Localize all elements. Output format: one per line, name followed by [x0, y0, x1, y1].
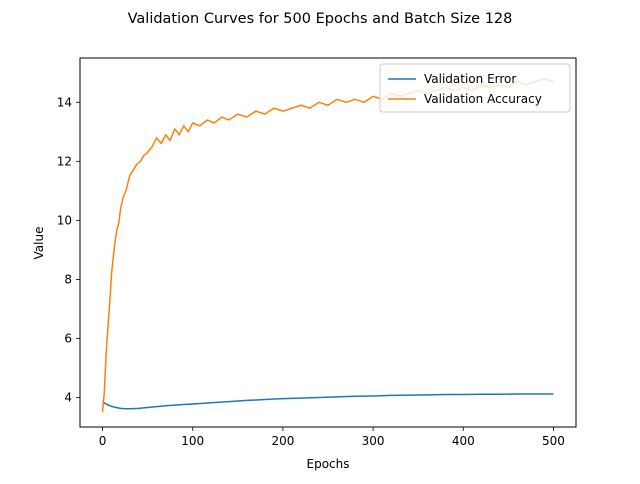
- axes-frame: [79, 57, 577, 428]
- x-tick-label: 500: [542, 434, 565, 448]
- x-axis-label: Epochs: [307, 457, 350, 471]
- y-tick-label: 12: [57, 154, 72, 168]
- legend: Validation Error Validation Accuracy: [379, 63, 571, 113]
- legend-label-1: Validation Error: [424, 72, 516, 86]
- y-tick-label: 8: [64, 272, 72, 286]
- x-tick-label: 200: [271, 434, 294, 448]
- x-tick-label: 300: [362, 434, 385, 448]
- plot-area: [101, 77, 554, 413]
- y-tick-label: 6: [64, 331, 72, 345]
- y-tick-label: 10: [57, 213, 72, 227]
- x-axis-ticks: 0 100 200 300 400 500: [99, 427, 565, 448]
- y-tick-label: 4: [64, 390, 72, 404]
- chart-title: Validation Curves for 500 Epochs and Bat…: [128, 11, 513, 27]
- y-axis-ticks: 4 6 8 10 12 14: [57, 95, 80, 404]
- legend-box: [379, 63, 571, 113]
- x-tick-label: 0: [99, 434, 107, 448]
- legend-label-2: Validation Accuracy: [424, 92, 542, 106]
- y-tick-label: 14: [57, 95, 72, 109]
- series-line-2: [101, 77, 554, 413]
- x-tick-label: 100: [181, 434, 204, 448]
- y-axis-label: Value: [32, 227, 46, 260]
- x-tick-label: 400: [452, 434, 475, 448]
- series-line-1: [102, 393, 554, 410]
